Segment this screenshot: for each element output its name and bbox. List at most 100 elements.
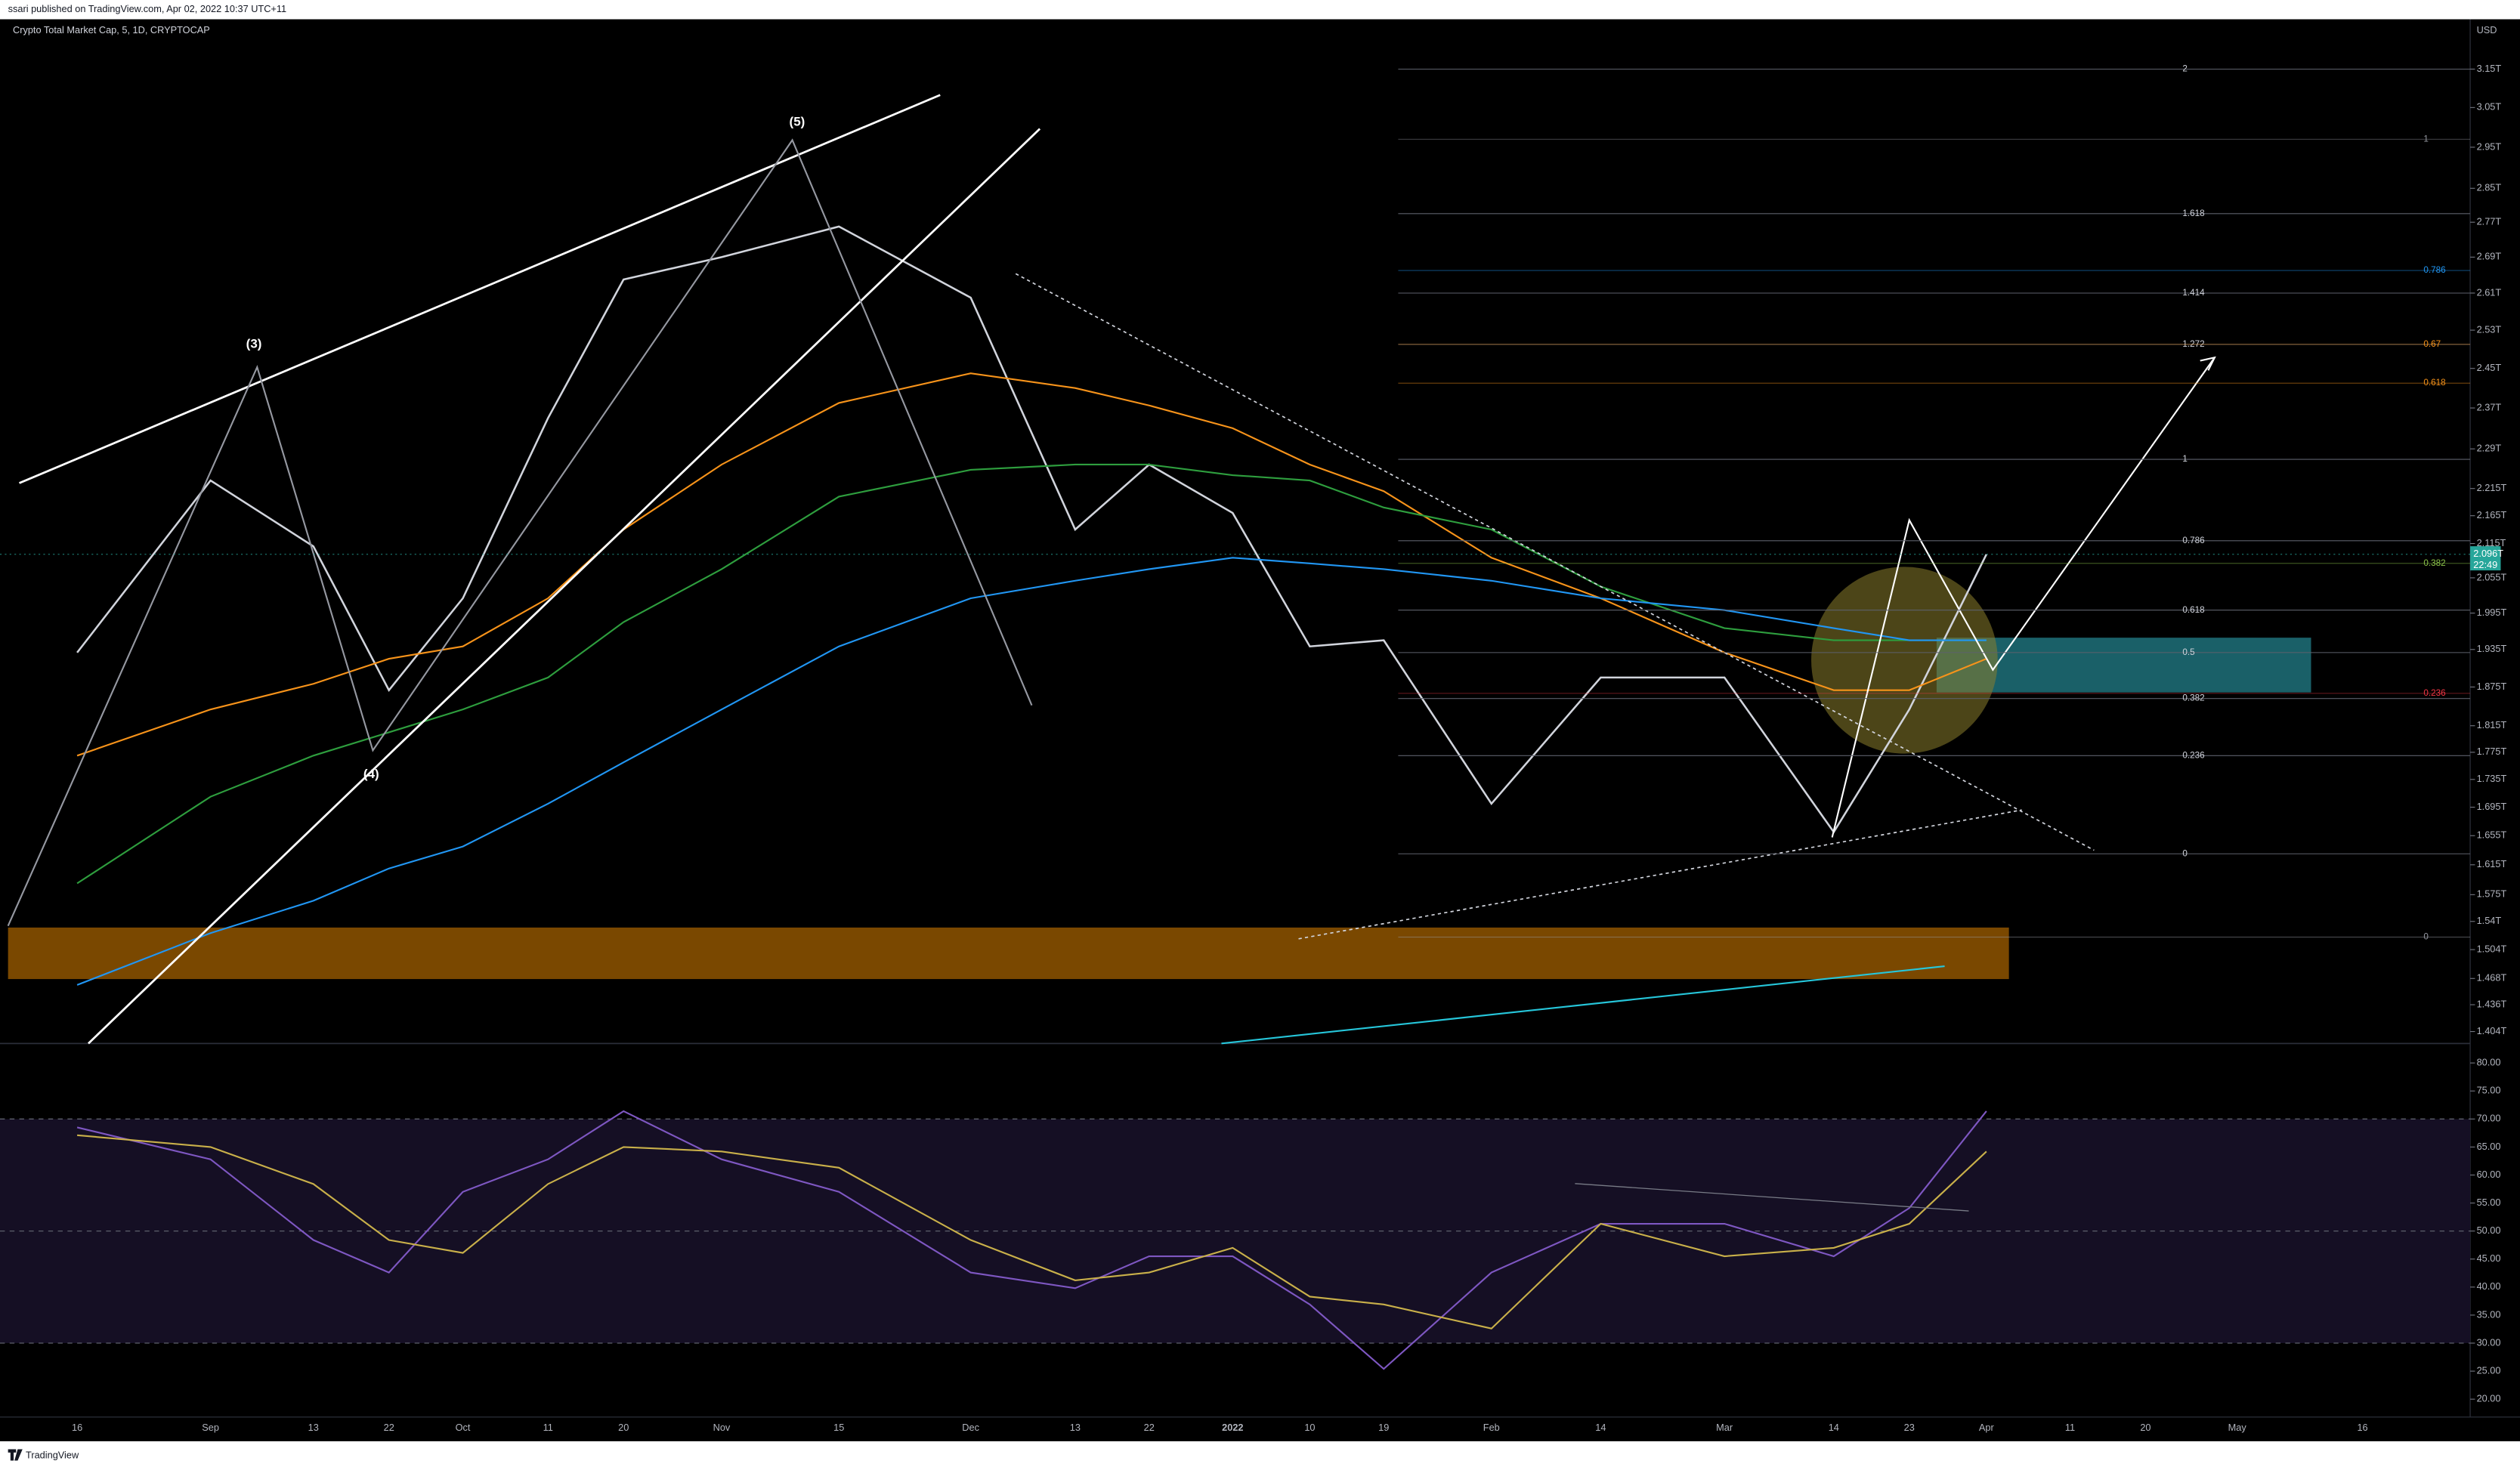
footer-brand: TradingView [26, 1449, 79, 1460]
y-tick-label: 2.055T [2477, 571, 2507, 582]
target-zone [1936, 638, 2311, 693]
fib-label: 0.786 [2182, 536, 2204, 545]
y-tick-label: 1.468T [2477, 972, 2507, 984]
series-line [76, 1110, 1987, 1370]
y-tick-label: 1.504T [2477, 943, 2507, 954]
x-tick-label: 20 [618, 1422, 629, 1433]
x-tick-label: May [2228, 1422, 2247, 1433]
y-tick-label: 1.815T [2477, 719, 2507, 730]
x-tick-label: Apr [1979, 1422, 1995, 1433]
y-tick-label: 2.165T [2477, 509, 2507, 520]
y-tick-label: 2.37T [2477, 401, 2502, 412]
long-average [1221, 965, 1945, 1045]
drawings-front [7, 94, 2216, 1212]
fib-label: 0.786 [2423, 265, 2445, 275]
x-tick-label: 16 [2357, 1422, 2367, 1433]
fib-label: 1.618 [2182, 208, 2204, 218]
y-tick-label: 30.00 [2477, 1336, 2501, 1348]
y-tick-label: 1.695T [2477, 801, 2507, 812]
fib-label: 0.618 [2423, 378, 2445, 388]
rsi-trend [1575, 1183, 1969, 1212]
y-tick-label: 1.875T [2477, 681, 2507, 692]
y-tick-label: 1.575T [2477, 888, 2507, 900]
x-tick-label: Mar [1716, 1422, 1733, 1433]
fib-label: 0 [2182, 848, 2188, 858]
countdown-label: 22:49 [2473, 559, 2497, 570]
fib-label: 1.414 [2182, 288, 2205, 298]
footer-bar [0, 1441, 2520, 1467]
x-tick-label: Nov [713, 1422, 731, 1433]
fib-label: 0 [2423, 931, 2429, 941]
y-tick-label: 70.00 [2477, 1113, 2501, 1124]
y-tick-label: 1.54T [2477, 915, 2502, 926]
y-tick-label: 35.00 [2477, 1308, 2501, 1320]
y-tick-label: 80.00 [2477, 1056, 2501, 1067]
y-tick-label: 3.05T [2477, 101, 2502, 113]
y-tick-label: 1.775T [2477, 746, 2507, 757]
wave-path [7, 138, 1033, 927]
fib-label: 1 [2182, 454, 2188, 464]
fib-label: 1 [2423, 134, 2429, 144]
highlight-circle [1811, 567, 1998, 754]
wave-label: (4) [363, 767, 379, 781]
y-tick-label: 2.215T [2477, 482, 2507, 493]
trend-line [18, 94, 941, 484]
last-price-label: 2.096T [2473, 548, 2503, 559]
header-text: ssari published on TradingView.com, Apr … [8, 3, 286, 14]
series-line [76, 1134, 1987, 1330]
x-tick-label: Dec [962, 1422, 979, 1433]
x-tick-label: 13 [308, 1422, 319, 1433]
x-tick-label: 13 [1070, 1422, 1081, 1433]
x-tick-label: 11 [543, 1422, 553, 1433]
arrow-head [2200, 356, 2216, 371]
y-tick-label: 2.29T [2477, 443, 2502, 454]
x-tick-label: 20 [2140, 1422, 2151, 1433]
drawings [8, 567, 2311, 980]
header-bar [0, 0, 2520, 20]
x-tick-label: 16 [72, 1422, 82, 1433]
y-tick-label: 2.61T [2477, 286, 2502, 298]
wave-label: (5) [790, 114, 805, 128]
y-tick-label: 1.935T [2477, 643, 2507, 654]
x-tick-label: Sep [202, 1422, 219, 1433]
y-tick-label: 45.00 [2477, 1252, 2501, 1264]
y-tick-label: 2.77T [2477, 216, 2502, 227]
x-tick-label: 10 [1304, 1422, 1315, 1433]
plot [0, 225, 2471, 1370]
dotted-trend [1298, 809, 2022, 940]
y-tick-label: 2.95T [2477, 141, 2502, 152]
y-tick-label: 2.85T [2477, 182, 2502, 193]
fib-label: 0.236 [2423, 688, 2445, 698]
support-zone [8, 927, 2009, 980]
x-tick-label: Oct [456, 1422, 471, 1433]
symbol-title: Crypto Total Market Cap, 5, 1D, CRYPTOCA… [13, 24, 210, 36]
y-tick-label: 1.615T [2477, 858, 2507, 869]
y-tick-label: 40.00 [2477, 1280, 2501, 1292]
y-tick-label: 75.00 [2477, 1085, 2501, 1096]
dotted-trend [1015, 273, 2095, 851]
fib-label: 0.236 [2182, 750, 2204, 760]
y-tick-label: 2.45T [2477, 362, 2502, 373]
y-tick-label: 2.115T [2477, 537, 2506, 548]
x-tick-label: Feb [1483, 1422, 1500, 1433]
y-tick-label: 2.69T [2477, 251, 2502, 262]
series-line [76, 225, 1988, 834]
x-tick-label: 14 [1595, 1422, 1606, 1433]
fib-label: 0.382 [2423, 558, 2445, 568]
y-tick-label: 3.15T [2477, 63, 2502, 74]
y-tick-label: 1.404T [2477, 1025, 2507, 1036]
fib-label: 0.5 [2182, 647, 2195, 657]
y-tick-label: 1.436T [2477, 998, 2507, 1009]
series-line [76, 463, 1987, 885]
y-tick-label: 1.735T [2477, 773, 2507, 784]
projection [1831, 357, 2215, 838]
x-tick-label: 19 [1378, 1422, 1389, 1433]
series-line [76, 372, 1987, 757]
x-tick-label: 11 [2065, 1422, 2075, 1433]
fib-label: 2 [2182, 64, 2188, 74]
fib-label: 0.67 [2423, 339, 2441, 349]
y-tick-label: 25.00 [2477, 1364, 2501, 1376]
y-tick-label: 55.00 [2477, 1197, 2501, 1208]
